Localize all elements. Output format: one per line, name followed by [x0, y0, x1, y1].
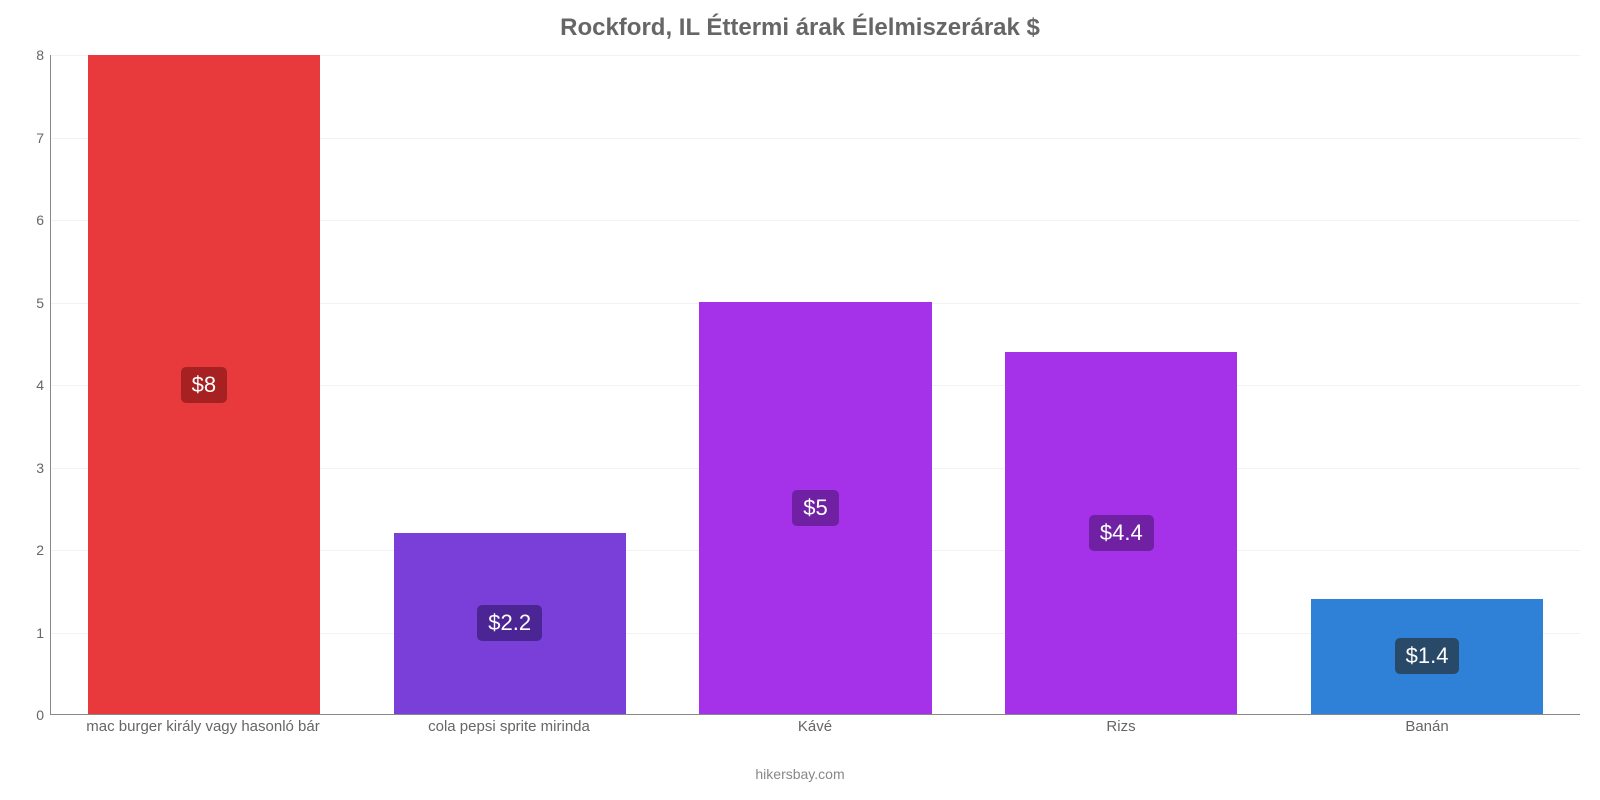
y-tick-label: 4 [4, 377, 44, 393]
bar-value-label: $8 [181, 367, 227, 403]
y-tick-label: 2 [4, 542, 44, 558]
x-axis-label: mac burger király vagy hasonló bár [50, 718, 356, 735]
bar-value-label: $5 [792, 490, 838, 526]
y-tick-label: 5 [4, 295, 44, 311]
bar-slot: $5 [663, 55, 969, 714]
plot-area: $8 $2.2 $5 $4.4 $1.4 [50, 55, 1580, 715]
chart-footer: hikersbay.com [0, 766, 1600, 782]
bar-slot: $2.2 [357, 55, 663, 714]
bar-slot: $8 [51, 55, 357, 714]
x-axis-labels: mac burger király vagy hasonló bárcola p… [50, 718, 1580, 735]
bar: $5 [699, 302, 931, 714]
bar-slot: $4.4 [968, 55, 1274, 714]
y-tick-label: 6 [4, 212, 44, 228]
x-axis-label: Banán [1274, 718, 1580, 735]
chart-title: Rockford, IL Éttermi árak Élelmiszerárak… [0, 0, 1600, 48]
bars-row: $8 $2.2 $5 $4.4 $1.4 [51, 55, 1580, 714]
y-tick-label: 8 [4, 47, 44, 63]
y-tick-label: 3 [4, 460, 44, 476]
bar: $4.4 [1005, 352, 1237, 714]
bar: $8 [88, 55, 320, 714]
x-axis-label: Rizs [968, 718, 1274, 735]
bar-value-label: $4.4 [1089, 515, 1154, 551]
chart-container: Rockford, IL Éttermi árak Élelmiszerárak… [0, 0, 1600, 800]
x-axis-label: Kávé [662, 718, 968, 735]
bar-value-label: $2.2 [477, 605, 542, 641]
y-tick-label: 0 [4, 707, 44, 723]
bar: $1.4 [1311, 599, 1543, 714]
bar: $2.2 [394, 533, 626, 714]
y-tick-label: 1 [4, 625, 44, 641]
y-tick-label: 7 [4, 130, 44, 146]
x-axis-label: cola pepsi sprite mirinda [356, 718, 662, 735]
bar-slot: $1.4 [1274, 55, 1580, 714]
bar-value-label: $1.4 [1395, 638, 1460, 674]
